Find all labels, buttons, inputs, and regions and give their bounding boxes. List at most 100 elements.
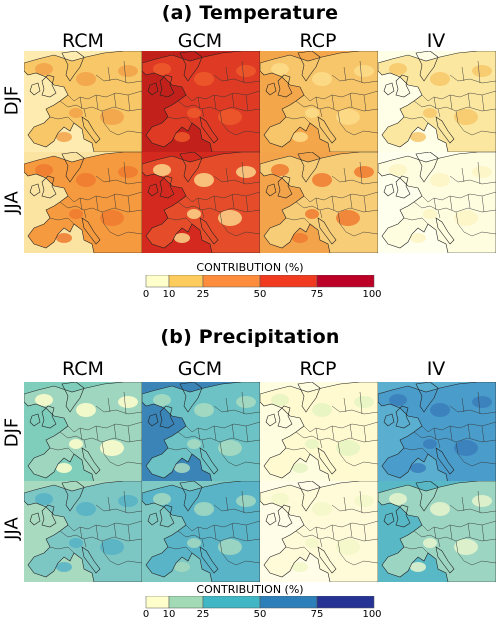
- country-border: [471, 461, 496, 467]
- field-patch: [100, 210, 124, 226]
- coastline: [378, 481, 496, 582]
- precip-tick-100: 100: [362, 609, 382, 620]
- field-patch: [153, 63, 171, 75]
- field-patch: [236, 396, 256, 408]
- map-canvas: [142, 382, 260, 483]
- coastline-britain: [395, 74, 411, 98]
- field-patch: [292, 233, 308, 243]
- precip-tick-50: 50: [253, 609, 267, 620]
- country-border: [319, 538, 355, 566]
- field-patch: [194, 403, 214, 417]
- country-border: [177, 431, 260, 443]
- land-area: [260, 152, 378, 253]
- field-patch: [305, 108, 319, 118]
- field-patch: [472, 495, 492, 507]
- land-area: [378, 382, 496, 483]
- temp-tick-0: 0: [142, 289, 150, 300]
- field-patch: [76, 403, 96, 417]
- map-canvas: [142, 481, 260, 582]
- field-patch: [430, 403, 450, 417]
- coastline-scandinavia: [179, 382, 203, 413]
- country-border: [449, 60, 496, 84]
- col-header-gcm-b: GCM: [177, 358, 223, 380]
- field-patch: [56, 132, 72, 142]
- coastline-italy: [435, 116, 455, 144]
- precip-colorbar-seg-0: [145, 596, 170, 609]
- field-patch: [389, 394, 407, 406]
- coastline: [378, 382, 496, 483]
- field-patch: [454, 210, 478, 226]
- country-border: [197, 193, 249, 213]
- country-border: [413, 431, 496, 443]
- country-border: [319, 108, 355, 136]
- field-patch: [312, 403, 332, 417]
- coastline-britain: [277, 405, 293, 429]
- field-patch: [410, 562, 426, 572]
- coastline: [260, 382, 378, 483]
- country-border: [79, 423, 131, 443]
- coastline-scandinavia: [61, 481, 85, 512]
- field-patch: [174, 132, 190, 142]
- precip-iv-djf-map: [378, 382, 496, 483]
- country-border: [167, 546, 193, 554]
- precip-iv-jja-map: [378, 481, 496, 582]
- temp-tick-25: 25: [196, 289, 210, 300]
- coastline-italy: [435, 217, 455, 245]
- country-border: [403, 217, 429, 225]
- field-patch: [194, 173, 214, 187]
- coastline-britain: [277, 175, 293, 199]
- coastline-italy: [199, 447, 219, 475]
- field-patch: [153, 394, 171, 406]
- coastline-ireland: [147, 512, 159, 526]
- field-patch: [271, 63, 289, 75]
- temp-colorbar-seg-0: [145, 275, 170, 288]
- coastline: [24, 481, 142, 582]
- country-border: [331, 490, 378, 514]
- country-border: [437, 439, 473, 467]
- precip-rcm-jja-map: [24, 481, 142, 582]
- field-patch: [56, 233, 72, 243]
- field-patch: [271, 394, 289, 406]
- field-patch: [56, 562, 72, 572]
- precip-tick-0: 0: [142, 609, 150, 620]
- country-border: [319, 439, 355, 467]
- field-patch: [472, 396, 492, 408]
- coastline-ireland: [29, 82, 41, 96]
- temp-rcp-jja-map: [260, 152, 378, 253]
- field-patch: [118, 495, 138, 507]
- coastline-scandinavia: [61, 382, 85, 413]
- coastline-britain: [41, 74, 57, 98]
- country-border: [167, 447, 193, 455]
- country-border: [449, 490, 496, 514]
- country-border: [117, 231, 142, 237]
- country-border: [285, 116, 311, 124]
- country-border: [83, 439, 119, 467]
- temp-colorbar-label: CONTRIBUTION (%): [196, 261, 304, 274]
- coastline-italy: [317, 546, 337, 574]
- coastline-ireland: [29, 512, 41, 526]
- coastline-ireland: [29, 183, 41, 197]
- precip-colorbar-seg-3: [259, 596, 318, 609]
- col-header-rcm: RCM: [62, 30, 104, 52]
- map-canvas: [378, 481, 496, 582]
- coastline-britain: [41, 175, 57, 199]
- coastline-scandinavia: [297, 51, 321, 82]
- country-border: [197, 522, 249, 542]
- coastline-scandinavia: [415, 481, 439, 512]
- country-border: [331, 60, 378, 84]
- field-patch: [354, 396, 374, 408]
- land-area: [24, 382, 142, 483]
- country-border: [437, 108, 473, 136]
- land-area: [378, 51, 496, 152]
- country-border: [413, 201, 496, 213]
- country-border: [177, 100, 260, 112]
- map-canvas: [142, 51, 260, 152]
- temp-colorbar: [145, 275, 375, 288]
- field-patch: [430, 72, 450, 86]
- coastline-britain: [395, 175, 411, 199]
- country-border: [235, 461, 260, 467]
- col-header-rcp-b: RCP: [299, 358, 337, 380]
- coastline: [260, 481, 378, 582]
- coastline-ireland: [147, 413, 159, 427]
- country-border: [213, 490, 260, 514]
